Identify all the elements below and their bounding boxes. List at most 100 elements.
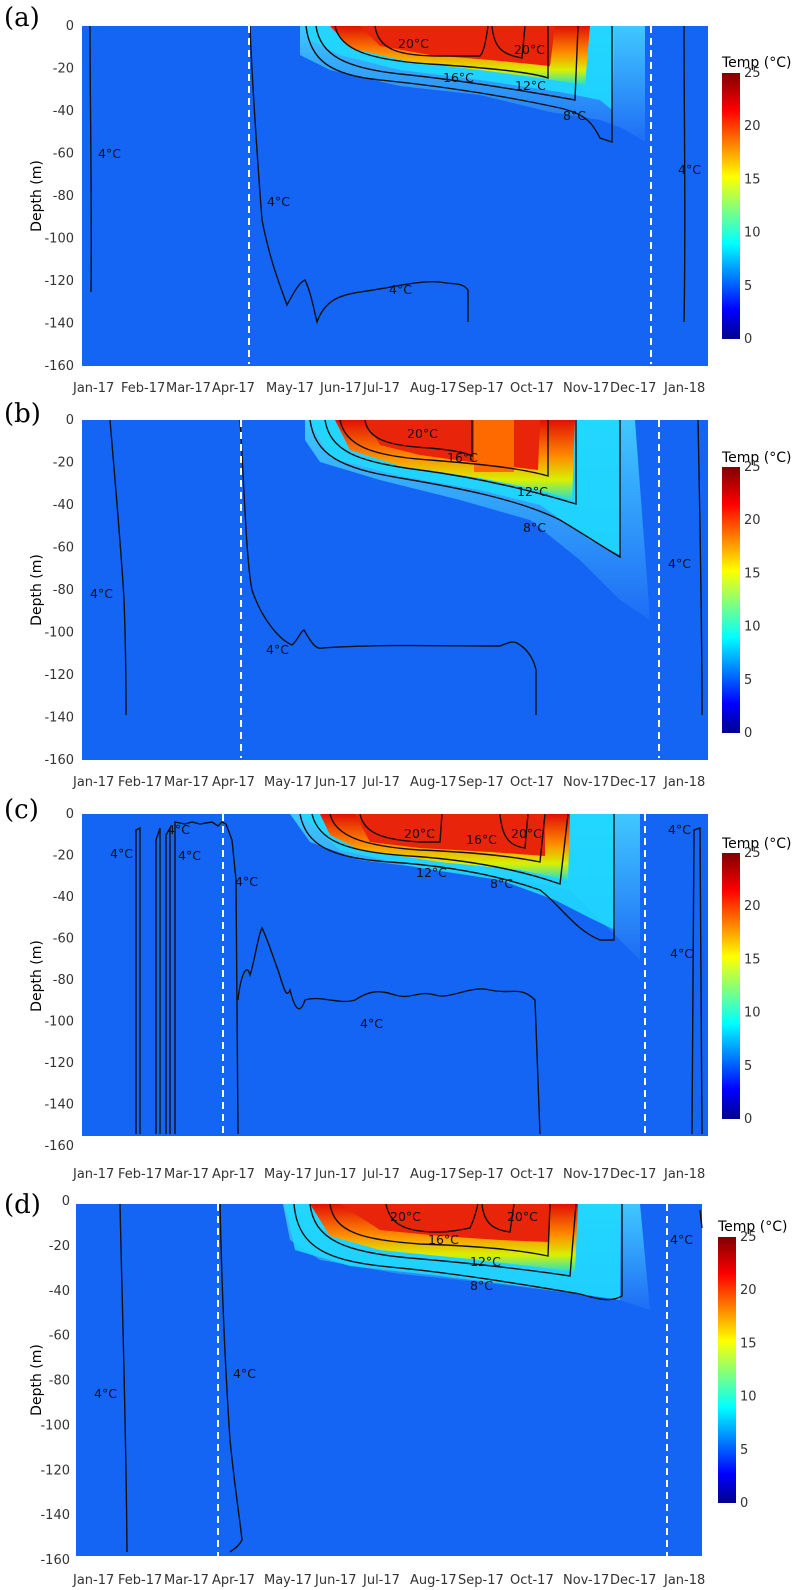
colorbar-title: Temp (°C) [721, 836, 791, 852]
y-tick-label: 0 [66, 19, 74, 34]
colorbar-title: Temp (°C) [721, 55, 791, 71]
colorbar-tick-label: 25 [740, 1230, 757, 1245]
contour-12c [311, 813, 569, 885]
x-tick-label: Jun-17 [314, 775, 357, 790]
y-tick-label: 0 [66, 807, 74, 822]
contour-4c [697, 419, 703, 716]
contour-label: 8°C [523, 520, 546, 535]
panel-b: (b) 20°C 16°C 12°C 8°C 4°C 4°C 4°C 0 -20 -… [4, 399, 791, 790]
colorbar-tick-label: 5 [740, 1443, 748, 1458]
contour-label: 4°C [90, 586, 113, 601]
colorbar-tick-label: 25 [744, 460, 761, 475]
x-tick-label: Aug-17 [410, 775, 457, 790]
y-tick-label: -80 [49, 1374, 70, 1389]
x-tick-label: Mar-17 [164, 775, 209, 790]
colorbar-tick-label: 10 [744, 620, 761, 635]
y-tick-label: -40 [53, 498, 74, 513]
contour-label: 4°C [360, 1016, 383, 1031]
x-tick-label: Jan-17 [72, 775, 114, 790]
contour-label: 4°C [233, 1366, 256, 1381]
contour-16c [334, 25, 549, 79]
contour-label: 20°C [404, 826, 435, 841]
x-tick-label: Sep-17 [458, 775, 504, 790]
y-tick-label: -160 [40, 1553, 70, 1568]
contour-label: 8°C [490, 876, 513, 891]
x-tick-label: Jan-18 [663, 1167, 705, 1182]
y-tick-label: -140 [44, 711, 74, 726]
colorbar-tick-label: 0 [744, 1112, 752, 1127]
contour-label: 4°C [167, 822, 190, 837]
x-tick-label: Apr-17 [212, 381, 255, 396]
x-tick-label: Feb-17 [118, 775, 162, 790]
contour-4c [109, 419, 127, 716]
y-tick-label: -20 [49, 1239, 70, 1254]
y-tick-label: -40 [53, 890, 74, 905]
contour-20c [364, 419, 473, 458]
y-tick-label: -100 [40, 1418, 70, 1433]
contour-4c [174, 821, 239, 1135]
contour-label: 20°C [390, 1209, 421, 1224]
x-tick-label: Jul-17 [362, 775, 400, 790]
colorbar-tick-label: 5 [744, 279, 752, 294]
contour-label: 4°C [678, 162, 701, 177]
x-axis: Jan-17 Feb-17 Mar-17 Apr-17 May-17 Jun-17 Jul-… [72, 1167, 705, 1182]
contour-4c [699, 1209, 703, 1229]
x-tick-label: Nov-17 [563, 775, 609, 790]
contour-label: 12°C [515, 78, 546, 93]
x-axis: Jan-17 Feb-17 Mar-17 Apr-17 May-17 Jun-17 Jul-… [72, 1573, 705, 1588]
x-axis: Jan-17 Feb-17 Mar-17 Apr-17 May-17 Jun-17 Jul-… [72, 381, 705, 396]
y-tick-label: -60 [49, 1329, 70, 1344]
x-tick-label: Mar-17 [164, 1573, 209, 1588]
y-tick-label: -160 [44, 359, 74, 374]
colorbar-ticks: 0 5 10 15 20 25 [744, 460, 761, 741]
y-axis-title: Depth (m) [29, 940, 45, 1012]
y-tick-label: -140 [44, 317, 74, 332]
colorbar-tick-label: 15 [744, 952, 761, 967]
contour-16c [339, 419, 549, 477]
contour-label: 8°C [470, 1278, 493, 1293]
y-tick-label: -120 [40, 1463, 70, 1478]
colorbar-tick-label: 5 [744, 673, 752, 688]
x-tick-label: Aug-17 [410, 1167, 457, 1182]
panel-label: (a) [4, 3, 40, 33]
y-tick-label: 0 [62, 1194, 70, 1209]
colorbar-tick-label: 5 [744, 1059, 752, 1074]
x-tick-label: Jan-18 [663, 775, 705, 790]
x-tick-label: Oct-17 [510, 381, 554, 396]
contour-label: 8°C [563, 108, 586, 123]
contour-20c [374, 25, 489, 57]
colorbar-tick-label: 25 [744, 66, 761, 81]
contour-label: 4°C [670, 946, 693, 961]
warm-maximum [360, 26, 555, 66]
y-axis: 0 -20 -40 -60 -80 -100 -120 -140 -160 [40, 1194, 70, 1568]
contour-20c [499, 813, 529, 849]
contour-label: 4°C [94, 1386, 117, 1401]
y-axis-title: Depth (m) [29, 160, 45, 232]
contour-label: 16°C [443, 70, 474, 85]
x-tick-label: Apr-17 [212, 1573, 255, 1588]
contour-label: 4°C [110, 846, 133, 861]
contour-label: 4°C [235, 874, 258, 889]
x-tick-label: Dec-17 [610, 1573, 656, 1588]
x-tick-label: Mar-17 [166, 381, 211, 396]
x-tick-label: Jul-17 [362, 1167, 400, 1182]
y-tick-label: -80 [53, 189, 74, 204]
warm-block [474, 420, 514, 472]
colorbar [718, 1237, 736, 1503]
contour-4c [89, 25, 92, 293]
colorbar-tick-label: 15 [744, 566, 761, 581]
contour-16c [329, 813, 546, 863]
contour-label: 20°C [514, 42, 545, 57]
x-tick-label: Apr-17 [212, 775, 255, 790]
y-axis-title: Depth (m) [29, 554, 45, 626]
colorbar-tick-label: 20 [744, 899, 761, 914]
contour-label: 4°C [178, 848, 201, 863]
panel-c: (c) 20°C 16°C 20°C 12°C 8°C 4°C 4°C 4°C … [4, 795, 791, 1182]
y-tick-label: -80 [53, 973, 74, 988]
x-tick-label: Jan-18 [663, 1573, 705, 1588]
y-tick-label: -100 [44, 626, 74, 641]
contour-16c [329, 1203, 551, 1257]
y-tick-label: -20 [53, 456, 74, 471]
y-tick-label: -120 [44, 1056, 74, 1071]
panel-label: (c) [4, 795, 39, 825]
